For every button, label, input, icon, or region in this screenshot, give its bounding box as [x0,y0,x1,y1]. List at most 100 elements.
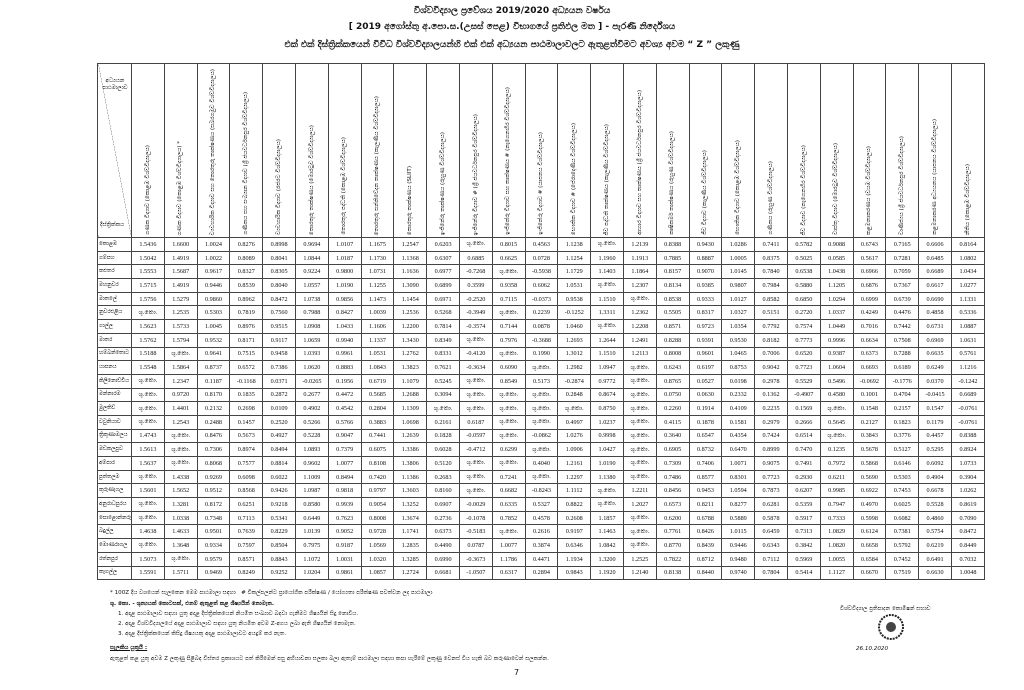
cell: 0.6876 [852,278,887,293]
cell: -0.0265 [294,373,329,389]
cell: 0.2979 [754,414,788,430]
cell: 1.6600 [163,237,198,252]
cell: 0.6373 [852,346,887,362]
cell: 0.6743 [852,237,887,252]
row: අනුරාධපුරය ශු.කො. 1.3281 0.8172 0.6251 0.9218… [97,497,986,512]
cell: 1.3430 [393,332,428,348]
row: ගාල්ල 1.5623 1.5733 1.0045 0.8976 0.9515 1.090… [97,319,986,334]
cell: 1.1606 [360,319,395,334]
cell: 0.5414 [786,565,821,581]
cell: 0.8974 [229,442,264,457]
cell: 0.4457 [918,428,952,444]
cell: 0.1878 [688,414,723,430]
cell: 0.5359 [786,497,821,512]
cell: 0.9070 [688,264,723,280]
cell: 0.4115 [655,414,690,430]
column-header: ඉංජිනේරු විද්‍යාව # (ශ්‍රී ජයවර්ධනපුර වි… [458,63,493,238]
cell: 1.5188 [131,346,165,362]
cell: 1.1380 [590,469,624,485]
cell: 0.8883 [327,360,362,375]
cell: 1.0557 [294,278,329,293]
column-header-text: ජීව පද්ධති තාක්ෂණය (කැලණිය විශ්වවිද්‍යාල… [603,123,610,235]
cell: 1.2982 [557,360,592,375]
cell: 0.9694 [294,237,329,252]
cell: 0.6634 [852,332,887,348]
cell: 0.7976 [491,332,526,348]
cell: ශු.කො. [163,456,198,471]
title-line: විශ්වවිද්‍යාල ප්‍රවේශය 2019/2020 අධ්‍යයන… [413,6,611,16]
cell: 0.9601 [688,346,723,362]
cell: 1.3823 [393,360,428,375]
cell: 0.0750 [655,387,690,403]
cell: 0.6485 [918,250,952,266]
cell: 0.0198 [721,373,756,389]
cell: 0.9772 [590,373,624,389]
cell: 0.7486 [655,469,690,485]
cell: 0.4476 [885,305,920,321]
cell: 0.9532 [196,332,231,348]
cell: 0.3842 [786,538,821,553]
row: කොළඹ 1.5436 1.6600 1.0024 0.8276 0.8998 0.9694… [97,237,986,252]
column-header-text: ගණිතය (රුහුණ විශ්වවිද්‍යාලය) [767,161,774,235]
cell: 1.5637 [131,456,165,471]
cell: -0.8243 [524,483,559,499]
cell: 0.9446 [196,278,231,293]
cell: 0.6630 [918,565,952,581]
column-header: ඉංජිනේරු විද්‍යාව සහ තාක්ෂණය # (නැගෙනහිර… [491,63,526,238]
district: මහනුවර [97,278,132,293]
cell: 0.4704 [885,387,920,403]
cell: 0.4249 [852,305,887,321]
column-header-text: ව්‍යවහාරික විද්‍යාව (රජරට විශ්වවිද්‍යාලය… [275,139,282,235]
column-header: ගණිතය (රුහුණ විශ්වවිද්‍යාලය) [754,63,788,238]
cell: 1.4633 [163,524,198,540]
cell: 0.8619 [950,497,986,512]
cell: 1.2139 [622,237,657,252]
cell: ශු.කො. [131,373,165,389]
cell: 1.0987 [294,483,329,499]
cell: 1.2547 [393,237,428,252]
cell: 1.0738 [294,291,329,307]
cell: 0.9512 [196,483,231,499]
cell: 0.7379 [327,442,362,457]
cell: 0.5228 [294,428,329,444]
cell: 0.7386 [262,360,296,375]
cell: 1.1238 [557,237,592,252]
cell: 1.0659 [294,332,329,348]
cell: 0.7822 [655,551,690,567]
corner-cell: අධ්‍යයන පාඨමාලාව දිස්ත්‍රික්කය [97,63,132,238]
cell: 0.7006 [754,346,788,362]
cell: 0.6025 [885,497,920,512]
cell: 1.4743 [131,428,165,444]
cell: 0.5245 [426,373,460,389]
cell: -0.3574 [458,319,493,334]
cell: 0.6470 [721,442,756,457]
note-hash: # විකල්පලන්ට ප්‍රායෝගික පරීක්ෂණ / යෝග්‍ය… [241,590,433,596]
cell: ශු.කො. [131,497,165,512]
cell: 0.9358 [491,278,526,293]
cell: 1.4338 [163,469,198,485]
cell: 0.4902 [294,401,329,416]
cell: 0.9333 [688,291,723,307]
cell: 0.9426 [262,483,296,499]
cell: ශු.කො. [590,497,624,512]
cell: 1.0438 [819,264,854,280]
cell: 1.1254 [557,250,592,266]
cell: 0.7313 [786,524,821,540]
column-header-text: භෞතික විද්‍යාව # (පේරාදෙණිය විශ්වවිද්‍යා… [571,122,577,235]
cell: 0.5341 [262,510,296,526]
cell: 0.5685 [360,387,395,403]
cell: 0.6203 [426,237,460,252]
cell: 0.5782 [786,237,821,252]
cell: 1.0338 [163,510,198,526]
cell: 0.5173 [524,373,559,389]
cell: 0.4858 [918,305,952,321]
cell: ශු.කො. [819,401,854,416]
cell: ශු.කො. [458,401,493,416]
cell: 0.8732 [688,442,723,457]
cell: -0.3949 [458,305,493,321]
district: පොළොන්නරුව [97,510,132,526]
cell: 0.3094 [426,387,460,403]
cell: 1.2644 [590,332,624,348]
cell: 0.6584 [852,551,887,567]
row: නුවරඑළිය ශු.කො. 1.2535 0.5303 0.7819 0.7560 0.… [97,305,986,321]
